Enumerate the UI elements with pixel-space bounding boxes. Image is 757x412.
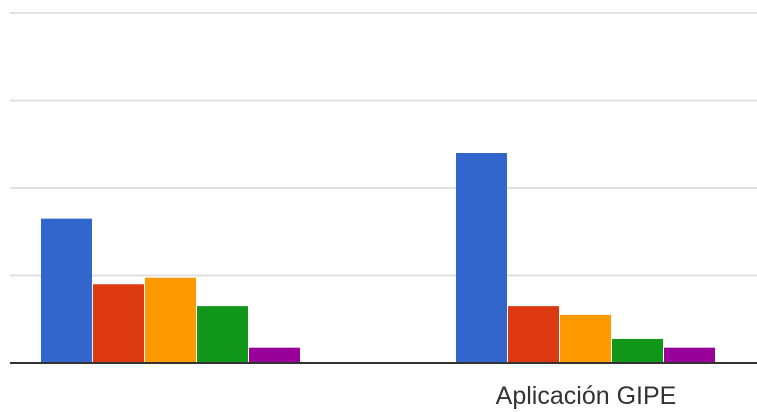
bar-group2-series5 (664, 347, 715, 363)
bar-group1-series3 (145, 277, 196, 363)
bar-group1-series5 (249, 347, 300, 363)
bar-group1-series2 (93, 284, 144, 363)
bars (41, 153, 715, 363)
x-axis-tick-labels: Aplicación GIPE (496, 382, 677, 410)
bar-group2-series2 (508, 306, 559, 363)
category-label-2: Aplicación GIPE (496, 382, 677, 410)
bar-group2-series1 (456, 153, 507, 363)
gridlines (10, 12, 757, 277)
bar-group1-series4 (197, 306, 248, 363)
bar-group1-series1 (41, 218, 92, 363)
bar-group2-series3 (560, 314, 611, 363)
bar-group2-series4 (612, 338, 663, 363)
